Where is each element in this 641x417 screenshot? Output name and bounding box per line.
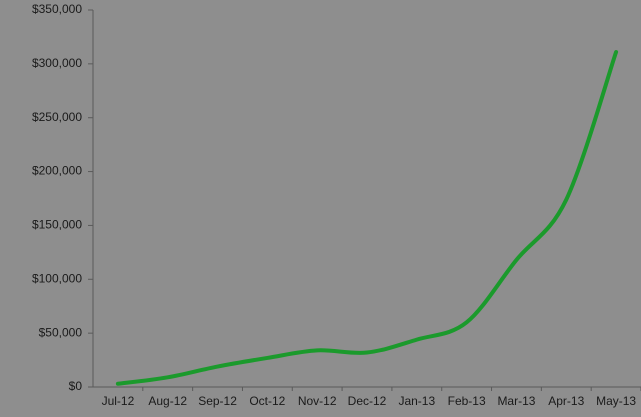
- line-series: [115, 50, 619, 386]
- y-tick-label: $150,000: [32, 218, 82, 232]
- y-tick-label: $50,000: [39, 325, 83, 339]
- x-tick-label: Feb-13: [448, 394, 486, 408]
- x-tick-label: Jan-13: [398, 394, 435, 408]
- x-tick-label: Jul-12: [102, 394, 135, 408]
- y-tick-label: $200,000: [32, 164, 82, 178]
- x-tick-label: Oct-12: [249, 394, 285, 408]
- x-tick-label: Dec-12: [348, 394, 387, 408]
- x-tick-label: Mar-13: [497, 394, 535, 408]
- y-tick-label: $0: [69, 379, 83, 393]
- x-tick-label: Sep-12: [198, 394, 237, 408]
- y-tick-label: $100,000: [32, 271, 82, 285]
- x-tick-label: Nov-12: [298, 394, 337, 408]
- x-tick-label: Apr-13: [548, 394, 584, 408]
- y-tick-label: $250,000: [32, 110, 82, 124]
- x-tick-label: May-13: [596, 394, 636, 408]
- y-tick-label: $350,000: [32, 2, 82, 16]
- x-tick-label: Aug-12: [148, 394, 187, 408]
- y-tick-label: $300,000: [32, 56, 82, 70]
